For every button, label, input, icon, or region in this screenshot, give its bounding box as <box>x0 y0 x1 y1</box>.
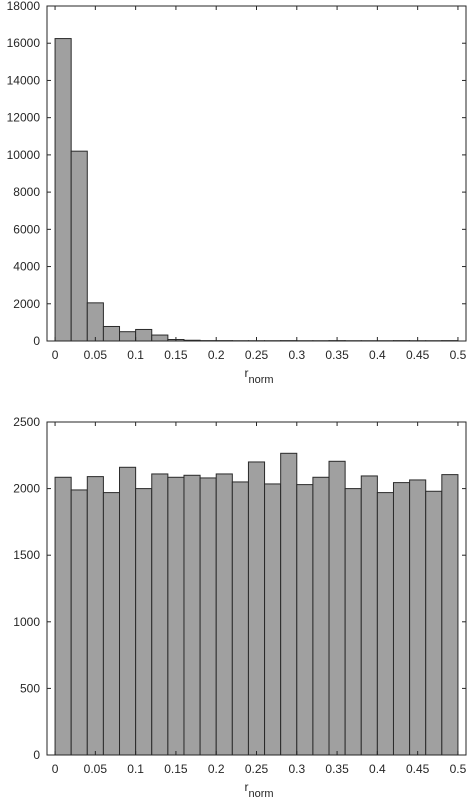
histogram-bar <box>167 476 185 756</box>
histogram-top: 0 0.05 0.1 0.15 0.2 0.25 0.3 0.35 0.4 0.45 0.5 0 200… <box>7 0 467 386</box>
histogram-bar <box>247 461 266 756</box>
histogram-bar <box>70 489 88 756</box>
y-tick-label: 18000 <box>7 0 41 13</box>
x-tick-label: 0.4 <box>369 348 386 362</box>
y-tick-label: 4000 <box>13 260 40 274</box>
x-tick-label: 0.15 <box>164 762 188 776</box>
y-tick-label: 10000 <box>7 148 41 162</box>
histogram-bar <box>119 331 137 342</box>
x-tick-label: 0.35 <box>325 762 349 776</box>
histogram-bar <box>135 328 153 342</box>
histogram-bar <box>280 452 298 756</box>
x-tick-label: 0.05 <box>84 348 108 362</box>
y-tick-label: 6000 <box>13 222 40 236</box>
x-tick-label: 0.5 <box>450 762 467 776</box>
histogram-bar <box>54 38 72 342</box>
histogram-bar <box>392 482 411 756</box>
y-tick-label: 12000 <box>7 111 41 125</box>
histogram-bar <box>264 483 282 756</box>
y-tick-label: 500 <box>20 681 40 695</box>
x-tick-label: 0.25 <box>245 762 269 776</box>
histogram-bar <box>151 334 169 342</box>
x-tick-label: 0.15 <box>164 348 188 362</box>
histogram-bar <box>102 492 121 756</box>
x-tick-label: 0.4 <box>369 762 386 776</box>
x-tick-label: 0.3 <box>288 348 305 362</box>
histogram-bar <box>215 473 233 756</box>
x-tick-label: 0 <box>52 348 59 362</box>
x-tick-label: 0.45 <box>406 762 430 776</box>
histogram-bar <box>344 488 362 756</box>
x-tick-label: 0.1 <box>127 762 144 776</box>
histogram-bar <box>328 460 346 756</box>
histogram-bar <box>86 302 104 342</box>
histogram-bar <box>70 150 88 342</box>
y-tick-label: 1000 <box>13 615 40 629</box>
histogram-bar <box>199 477 217 756</box>
plot-area-box <box>46 5 467 342</box>
x-tick-label: 0.45 <box>406 348 430 362</box>
histogram-bar <box>312 476 330 756</box>
y-tick-label: 2000 <box>13 482 40 496</box>
histogram-bar <box>441 474 459 756</box>
y-tick-label: 16000 <box>7 36 41 50</box>
y-tick-label: 2000 <box>13 297 40 311</box>
histogram-bar <box>231 481 249 756</box>
histogram-bar <box>102 325 121 342</box>
x-tick-label: 0.5 <box>450 348 467 362</box>
histogram-bottom: 0 0.05 0.1 0.15 0.2 0.25 0.3 0.35 0.4 0.45 0.5 0 500… <box>13 415 466 799</box>
y-tick-label: 2500 <box>13 415 40 429</box>
histogram-bar <box>135 488 153 756</box>
histogram-bar <box>360 475 378 756</box>
x-tick-label: 0.2 <box>208 762 225 776</box>
x-tick-label: 0 <box>52 762 59 776</box>
x-tick-label: 0.3 <box>288 762 305 776</box>
y-tick-label: 14000 <box>7 73 41 87</box>
histogram-bar <box>151 473 169 756</box>
y-tick-label: 1500 <box>13 548 40 562</box>
histogram-bar <box>376 492 394 756</box>
x-tick-label: 0.2 <box>208 348 225 362</box>
histogram-bar <box>296 484 314 756</box>
y-tick-label: 8000 <box>13 185 40 199</box>
x-tick-label: 0.25 <box>245 348 269 362</box>
histogram-bar <box>409 479 427 756</box>
histogram-bar <box>183 474 201 756</box>
y-tick-label: 0 <box>33 748 40 762</box>
x-axis-label: rnorm <box>245 780 274 799</box>
x-tick-label: 0.35 <box>325 348 349 362</box>
histogram-bar <box>119 466 137 756</box>
histogram-bar <box>86 476 104 756</box>
y-tick-label: 0 <box>33 334 40 348</box>
x-axis-label: rnorm <box>245 366 274 386</box>
x-tick-label: 0.1 <box>127 348 144 362</box>
x-tick-label: 0.05 <box>84 762 108 776</box>
histogram-bar <box>425 490 443 756</box>
histogram-bar <box>54 476 72 756</box>
